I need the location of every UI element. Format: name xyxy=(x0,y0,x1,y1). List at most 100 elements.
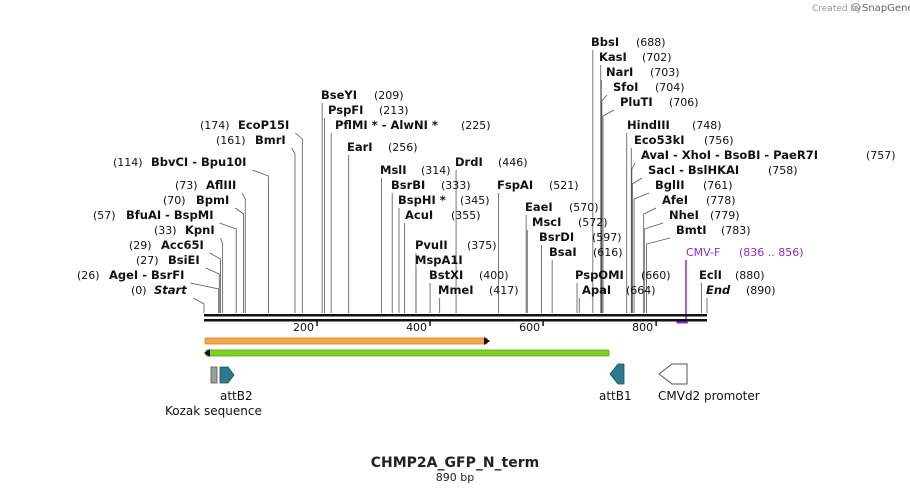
site-pvuii[interactable]: PvuII (375) xyxy=(415,238,497,252)
site-label: Eco53kI xyxy=(634,133,685,147)
site-acc65i[interactable]: (29) Acc65I xyxy=(129,238,204,252)
site-position: (704) xyxy=(655,81,685,94)
feature-cmvd2-promoter[interactable]: CMVd2 promoter xyxy=(658,363,760,403)
site-label: MmeI xyxy=(438,283,474,297)
site-bmri[interactable]: (161) BmrI xyxy=(216,133,286,147)
attb2-label: attB2 xyxy=(220,389,253,403)
arrow-right-icon xyxy=(484,337,490,345)
leader-nhei xyxy=(643,222,664,313)
site-position: (703) xyxy=(650,66,680,79)
primer-cmv-f[interactable]: CMV-F (836 .. 856) xyxy=(676,246,804,324)
site-position: (417) xyxy=(489,284,519,297)
site-mmei[interactable]: MmeI (417) xyxy=(438,283,519,297)
site-bbsi[interactable]: BbsI (688) xyxy=(591,35,666,49)
site-bsai[interactable]: BsaI (616) xyxy=(549,245,623,259)
site-position: (355) xyxy=(451,209,481,222)
site-position: (27) xyxy=(136,254,159,267)
site-pflmi[interactable]: PflMI * - AlwNI * (225) xyxy=(335,118,491,132)
site-saci[interactable]: SacI - BslHKAI (758) xyxy=(648,163,798,177)
site-bsrdi[interactable]: BsrDI (597) xyxy=(539,230,622,244)
site-fspai[interactable]: FspAI (521) xyxy=(497,178,579,192)
site-label: BsiEI xyxy=(168,253,200,267)
orange-feature-bar xyxy=(204,337,488,345)
site-bsrbi[interactable]: BsrBI (333) xyxy=(391,178,471,192)
site-mspa1i[interactable]: MspA1I xyxy=(415,253,463,267)
kozak-label: Kozak sequence xyxy=(165,404,262,418)
site-pspfi[interactable]: PspFI (213) xyxy=(328,103,409,117)
site-label: AfeI xyxy=(662,193,688,207)
site-agei[interactable]: (26) AgeI - BsrFI xyxy=(77,268,184,282)
site-bstxi[interactable]: BstXI (400) xyxy=(429,268,509,282)
site-label: PvuII xyxy=(415,238,448,252)
site-leader-lines xyxy=(190,50,708,313)
leader-kpni xyxy=(220,237,224,313)
leader-afei xyxy=(643,207,657,313)
site-position: (758) xyxy=(768,164,798,177)
site-label: BsrBI xyxy=(391,178,425,192)
site-label: BpmI xyxy=(196,193,229,207)
primer-bar xyxy=(676,321,688,324)
site-avai[interactable]: AvaI - XhoI - BsoBI - PaeR7I (757) xyxy=(641,148,896,162)
site-label: AcuI xyxy=(405,208,433,222)
site-afei[interactable]: AfeI (778) xyxy=(662,193,736,207)
feature-attb1[interactable]: attB1 xyxy=(599,363,632,403)
scale-ticks: 200 400 600 800 xyxy=(293,321,657,334)
leader-bglii xyxy=(633,192,650,313)
site-end[interactable]: End (890) xyxy=(706,283,776,297)
site-bfuai[interactable]: (57) BfuAI - BspMI xyxy=(93,208,213,222)
site-nhei[interactable]: NheI (779) xyxy=(669,208,740,222)
site-kpni[interactable]: (33) KpnI xyxy=(154,223,215,237)
site-position: (757) xyxy=(866,149,896,162)
leader-bpmi xyxy=(235,207,244,313)
site-bglii[interactable]: BglII (761) xyxy=(655,178,733,192)
site-position: (446) xyxy=(498,156,528,169)
site-sfoi[interactable]: SfoI (704) xyxy=(613,80,685,94)
credit-text: Created by xyxy=(812,4,862,14)
site-msli[interactable]: MslI (314) xyxy=(380,163,451,177)
tick-label: 800 xyxy=(632,321,653,334)
site-plutI[interactable]: PluTI (706) xyxy=(620,95,699,109)
site-ecli[interactable]: EclI (880) xyxy=(699,268,765,282)
site-eari[interactable]: EarI (256) xyxy=(347,140,418,154)
site-position: (748) xyxy=(692,119,722,132)
site-ecop15i[interactable]: (174) EcoP15I xyxy=(200,118,289,132)
site-kasi[interactable]: KasI (702) xyxy=(599,50,672,64)
site-position: (314) xyxy=(421,164,451,177)
feature-orange-forward[interactable] xyxy=(204,337,490,345)
site-bseyi[interactable]: BseYI (209) xyxy=(321,88,404,102)
site-afliii[interactable]: (73) AflIII xyxy=(175,178,236,192)
site-label: PspFI xyxy=(328,103,363,117)
site-drdi[interactable]: DrdI (446) xyxy=(455,155,528,169)
site-label: KpnI xyxy=(185,223,215,237)
site-bsiei[interactable]: (27) BsiEI xyxy=(136,253,200,267)
leader-ecop15i xyxy=(295,132,303,313)
site-label: PflMI * - AlwNI * xyxy=(335,118,438,132)
site-acui[interactable]: AcuI (355) xyxy=(405,208,481,222)
feature-attb2[interactable]: attB2 xyxy=(219,366,253,403)
arrow-left-icon xyxy=(204,349,210,357)
site-label: Acc65I xyxy=(161,238,204,252)
feature-kozak[interactable]: Kozak sequence xyxy=(165,366,262,418)
primer-label: CMV-F xyxy=(686,246,720,259)
site-eaei[interactable]: EaeI (570) xyxy=(525,200,599,214)
site-label: EaeI xyxy=(525,200,553,214)
site-eco53ki[interactable]: Eco53kI (756) xyxy=(634,133,734,147)
site-apai[interactable]: ApaI (664) xyxy=(582,283,656,297)
snapgene-logo-icon xyxy=(852,3,860,11)
site-position: (0) xyxy=(131,284,147,297)
site-label: EcoP15I xyxy=(238,118,289,132)
site-msci[interactable]: MscI (572) xyxy=(532,215,608,229)
site-bmti[interactable]: BmtI (783) xyxy=(676,223,751,237)
site-position: (706) xyxy=(669,96,699,109)
site-bbvci[interactable]: (114) BbvCI - Bpu10I xyxy=(113,155,246,169)
site-bpmi[interactable]: (70) BpmI xyxy=(163,193,229,207)
site-pspomi[interactable]: PspOMI (660) xyxy=(575,268,671,282)
site-label: AgeI - BsrFI xyxy=(109,268,184,282)
feature-green-reverse[interactable] xyxy=(204,349,610,357)
site-nari[interactable]: NarI (703) xyxy=(606,65,680,79)
tick-label: 400 xyxy=(406,321,427,334)
site-bsphi[interactable]: BspHI * (345) xyxy=(398,193,490,207)
site-start[interactable]: (0) Start xyxy=(131,283,187,297)
site-hindiii[interactable]: HindIII (748) xyxy=(627,118,722,132)
site-position: (161) xyxy=(216,134,246,147)
